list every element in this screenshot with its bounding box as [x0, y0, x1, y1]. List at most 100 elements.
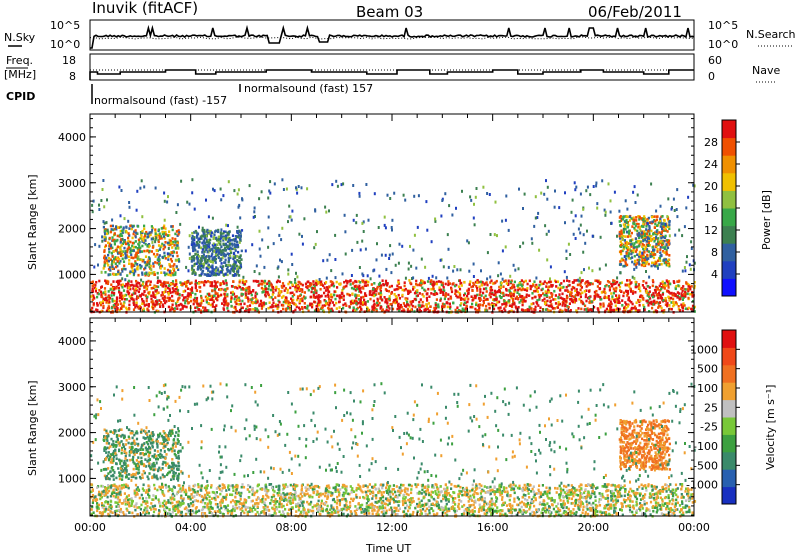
scatter-cell [510, 281, 512, 284]
scatter-cell [625, 303, 627, 306]
scatter-cell [176, 255, 178, 258]
scatter-cell [285, 287, 287, 290]
scatter-cell [159, 280, 161, 283]
scatter-cell [207, 250, 209, 253]
scatter-cell [184, 299, 186, 302]
scatter-cell [225, 264, 227, 267]
scatter-cell [454, 285, 456, 288]
scatter-cell [673, 198, 675, 201]
scatter-cell [217, 269, 219, 272]
scatter-cell [125, 226, 127, 229]
scatter-cell [424, 281, 426, 284]
scatter-cell [354, 280, 356, 283]
scatter-cell [238, 234, 240, 237]
scatter-cell [356, 241, 358, 244]
scatter-cell [416, 289, 418, 292]
scatter-cell [589, 193, 591, 196]
scatter-cell [380, 292, 382, 295]
scatter-cell [580, 308, 582, 311]
scatter-cell [665, 243, 667, 246]
scatter-cell [151, 498, 153, 501]
scatter-cell [360, 248, 362, 251]
scatter-cell [334, 258, 336, 261]
scatter-cell [367, 300, 369, 303]
scatter-cell [674, 234, 676, 237]
scatter-cell [220, 245, 222, 248]
scatter-cell [664, 246, 666, 249]
scatter-cell [198, 282, 200, 285]
scatter-cell [118, 258, 120, 261]
scatter-cell [427, 280, 429, 283]
scatter-cell [353, 288, 355, 291]
scatter-cell [662, 236, 664, 239]
scatter-cell [459, 288, 461, 291]
scatter-cell [122, 283, 124, 286]
scatter-cell [619, 289, 621, 292]
scatter-cell [524, 289, 526, 292]
scatter-cell [313, 301, 315, 304]
scatter-cell [233, 252, 235, 255]
scatter-cell [415, 280, 417, 283]
scatter-cell [516, 291, 518, 294]
scatter-cell [98, 280, 100, 283]
scatter-cell [648, 276, 650, 279]
scatter-cell [182, 305, 184, 308]
scatter-cell [232, 280, 234, 283]
scatter-cell [641, 296, 643, 299]
scatter-cell [443, 265, 445, 268]
scatter-cell [426, 229, 428, 232]
scatter-cell [409, 282, 411, 285]
scatter-cell [91, 295, 93, 298]
scatter-cell [619, 263, 621, 266]
scatter-cell [311, 306, 313, 309]
scatter-cell [238, 206, 240, 209]
scatter-cell [389, 197, 391, 200]
scatter-cell [111, 291, 113, 294]
scatter-cell [623, 223, 625, 226]
scatter-cell [686, 255, 688, 258]
scatter-cell [576, 288, 578, 291]
scatter-cell [261, 287, 263, 290]
scatter-cell [360, 302, 362, 305]
scatter-cell [247, 305, 249, 308]
scatter-cell [546, 282, 548, 285]
scatter-cell [495, 201, 497, 204]
scatter-cell [137, 225, 139, 228]
scatter-cell [175, 211, 177, 214]
scatter-cell [220, 271, 222, 274]
scatter-cell [599, 303, 601, 306]
scatter-cell [611, 222, 613, 225]
scatter-cell [501, 220, 503, 223]
scatter-cell [445, 283, 447, 286]
scatter-cell [98, 289, 100, 292]
scatter-cell [104, 271, 106, 274]
scatter-cell [209, 298, 211, 301]
scatter-cell [106, 221, 108, 224]
scatter-cell [571, 211, 573, 214]
scatter-cell [513, 264, 515, 267]
scatter-cell [625, 255, 627, 258]
scatter-cell [546, 258, 548, 261]
scatter-cell [122, 238, 124, 241]
scatter-cell [626, 208, 628, 211]
scatter-cell [327, 505, 329, 508]
scatter-cell [667, 197, 669, 200]
scatter-cell [203, 239, 205, 242]
scatter-cell [641, 245, 643, 248]
scatter-cell [456, 306, 458, 309]
scatter-cell [96, 296, 98, 299]
scatter-cell [256, 264, 258, 267]
scatter-cell [473, 283, 475, 286]
scatter-cell [186, 201, 188, 204]
scatter-cell [419, 309, 421, 312]
scatter-cell [196, 300, 198, 303]
scatter-cell [108, 251, 110, 254]
scatter-cell [480, 269, 482, 272]
scatter-cell [584, 290, 586, 293]
scatter-cell [493, 282, 495, 285]
scatter-cell [539, 296, 541, 299]
scatter-cell [176, 307, 178, 310]
scatter-cell [627, 249, 629, 252]
scatter-cell [160, 271, 162, 274]
